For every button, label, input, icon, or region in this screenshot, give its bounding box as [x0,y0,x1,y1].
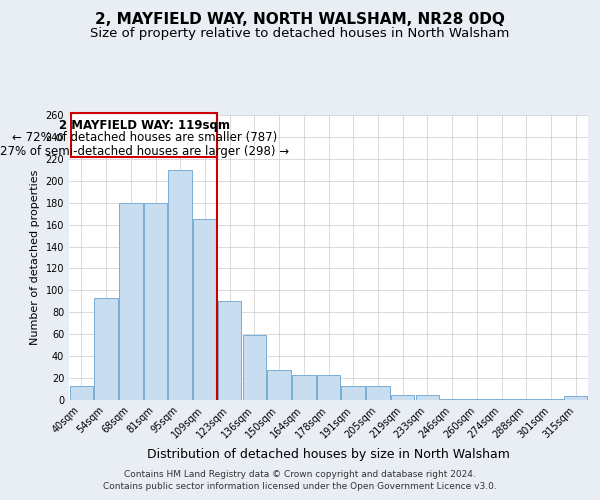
Bar [70,386,93,400]
Text: 2 MAYFIELD WAY: 119sqm: 2 MAYFIELD WAY: 119sqm [59,120,230,132]
Bar [169,170,192,400]
Bar [268,370,291,400]
Text: ← 72% of detached houses are smaller (787): ← 72% of detached houses are smaller (78… [11,132,277,144]
Bar [317,375,340,400]
Bar [416,394,439,400]
Text: Contains public sector information licensed under the Open Government Licence v3: Contains public sector information licen… [103,482,497,491]
Bar [440,399,464,400]
Bar [490,399,513,400]
Bar [366,386,389,400]
Bar [539,399,563,400]
Bar [564,396,587,400]
Bar [94,298,118,400]
Bar [292,375,316,400]
Bar [71,113,217,156]
Bar [341,386,365,400]
X-axis label: Distribution of detached houses by size in North Walsham: Distribution of detached houses by size … [147,448,510,461]
Text: 2, MAYFIELD WAY, NORTH WALSHAM, NR28 0DQ: 2, MAYFIELD WAY, NORTH WALSHAM, NR28 0DQ [95,12,505,28]
Text: Size of property relative to detached houses in North Walsham: Size of property relative to detached ho… [91,28,509,40]
Bar [465,399,488,400]
Bar [119,202,143,400]
Bar [514,399,538,400]
Bar [193,219,217,400]
Bar [242,336,266,400]
Bar [391,394,415,400]
Bar [218,302,241,400]
Text: 27% of semi-detached houses are larger (298) →: 27% of semi-detached houses are larger (… [0,144,289,158]
Y-axis label: Number of detached properties: Number of detached properties [30,170,40,345]
Bar [144,202,167,400]
Text: Contains HM Land Registry data © Crown copyright and database right 2024.: Contains HM Land Registry data © Crown c… [124,470,476,479]
